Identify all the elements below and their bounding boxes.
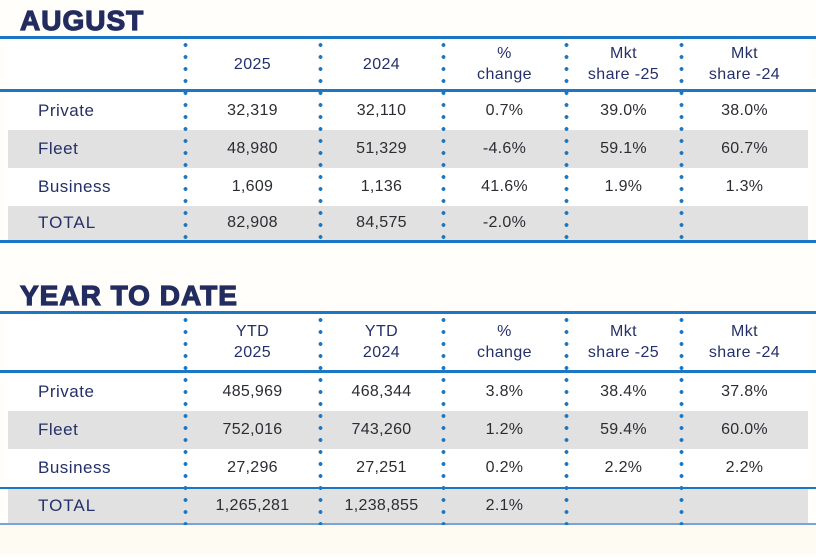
column-header-pct-change: % change bbox=[477, 323, 532, 361]
cell-ytd-2025: 1,265,281 bbox=[215, 497, 290, 514]
cell-pct-change: 2.1% bbox=[485, 497, 524, 514]
cell-2025: 1,609 bbox=[231, 178, 274, 195]
august-title: AUGUST bbox=[19, 4, 145, 36]
row-private: Private 32,319 32,110 0.7% 39.0% 38.0% bbox=[8, 92, 808, 130]
cell-mkt-share-24: 60.7% bbox=[721, 140, 768, 157]
cell-mkt-share-24 bbox=[681, 206, 808, 240]
cell-pct-change: 41.6% bbox=[481, 178, 528, 195]
section-gap bbox=[0, 243, 816, 275]
cell-mkt-share-25: 2.2% bbox=[604, 459, 643, 476]
year-to-date-title: YEAR TO DATE bbox=[19, 279, 238, 311]
table-bottom-rule bbox=[0, 523, 816, 525]
column-header-blank bbox=[8, 314, 185, 370]
cell-mkt-share-24: 1.3% bbox=[725, 178, 764, 195]
august-header-row: 2025 2024 % change Mkt share -25 Mkt sha… bbox=[8, 39, 808, 89]
row-business: Business 27,296 27,251 0.2% 2.2% 2.2% bbox=[8, 449, 808, 487]
row-private: Private 485,969 468,344 3.8% 38.4% 37.8% bbox=[8, 373, 808, 411]
cell-pct-change: 3.8% bbox=[485, 383, 524, 400]
august-table: 2025 2024 % change Mkt share -25 Mkt sha… bbox=[0, 36, 816, 243]
cell-ytd-2025: 485,969 bbox=[222, 383, 283, 400]
cell-2024: 1,136 bbox=[360, 178, 403, 195]
cell-pct-change: 0.2% bbox=[485, 459, 524, 476]
cell-ytd-2024: 468,344 bbox=[351, 383, 412, 400]
cell-pct-change: 0.7% bbox=[485, 102, 524, 119]
row-label: Private bbox=[38, 101, 95, 120]
row-total: TOTAL 82,908 84,575 -2.0% bbox=[8, 206, 808, 240]
column-header-2025: 2025 bbox=[233, 55, 272, 73]
cell-mkt-share-25 bbox=[566, 489, 681, 523]
cell-mkt-share-25: 1.9% bbox=[604, 178, 643, 195]
table-bottom-rule bbox=[0, 240, 816, 243]
cell-pct-change: -4.6% bbox=[482, 140, 527, 157]
cell-mkt-share-25: 39.0% bbox=[600, 102, 647, 119]
cell-mkt-share-24 bbox=[681, 489, 808, 523]
cell-2024: 32,110 bbox=[356, 102, 407, 119]
row-label: Business bbox=[38, 458, 111, 477]
column-header-blank bbox=[8, 39, 185, 89]
cell-ytd-2025: 752,016 bbox=[222, 421, 283, 438]
cell-mkt-share-25 bbox=[566, 206, 681, 240]
cell-2025: 82,908 bbox=[227, 214, 278, 231]
row-total: TOTAL 1,265,281 1,238,855 2.1% bbox=[8, 489, 808, 523]
bottom-margin bbox=[0, 525, 816, 554]
table-top-rule bbox=[0, 311, 816, 314]
column-header-pct-change: % change bbox=[477, 45, 532, 83]
cell-ytd-2024: 1,238,855 bbox=[344, 497, 419, 514]
row-label: TOTAL bbox=[38, 213, 97, 232]
row-label: Fleet bbox=[38, 139, 79, 158]
cell-2025: 48,980 bbox=[227, 140, 278, 157]
ytd-header-row: YTD 2025 YTD 2024 % change Mkt share -25… bbox=[8, 314, 808, 370]
cell-mkt-share-24: 2.2% bbox=[725, 459, 764, 476]
cell-2024: 51,329 bbox=[356, 140, 407, 157]
row-business: Business 1,609 1,136 41.6% 1.9% 1.3% bbox=[8, 168, 808, 206]
column-header-ytd-2025: YTD 2025 bbox=[233, 323, 272, 361]
header-bottom-rule bbox=[0, 370, 816, 373]
cell-mkt-share-24: 60.0% bbox=[721, 421, 768, 438]
cell-pct-change: 1.2% bbox=[485, 421, 524, 438]
row-label: TOTAL bbox=[38, 496, 97, 515]
row-label: Business bbox=[38, 177, 111, 196]
cell-pct-change: -2.0% bbox=[482, 214, 527, 231]
row-fleet: Fleet 752,016 743,260 1.2% 59.4% 60.0% bbox=[8, 411, 808, 449]
row-fleet: Fleet 48,980 51,329 -4.6% 59.1% 60.7% bbox=[8, 130, 808, 168]
table-top-rule bbox=[0, 36, 816, 39]
column-header-2024: 2024 bbox=[362, 55, 401, 73]
cell-mkt-share-25: 38.4% bbox=[600, 383, 647, 400]
cell-2024: 84,575 bbox=[356, 214, 407, 231]
header-bottom-rule bbox=[0, 89, 816, 92]
cell-mkt-share-24: 37.8% bbox=[721, 383, 768, 400]
pre-total-rule bbox=[0, 487, 816, 489]
column-header-mkt-share-25: Mkt share -25 bbox=[587, 45, 660, 83]
column-header-mkt-share-25: Mkt share -25 bbox=[587, 323, 660, 361]
row-label: Fleet bbox=[38, 420, 79, 439]
row-label: Private bbox=[38, 382, 95, 401]
cell-ytd-2025: 27,296 bbox=[227, 459, 278, 476]
column-header-ytd-2024: YTD 2024 bbox=[362, 323, 401, 361]
cell-ytd-2024: 27,251 bbox=[356, 459, 407, 476]
year-to-date-table: YTD 2025 YTD 2024 % change Mkt share -25… bbox=[0, 311, 816, 525]
cell-ytd-2024: 743,260 bbox=[351, 421, 412, 438]
column-header-mkt-share-24: Mkt share -24 bbox=[708, 45, 781, 83]
cell-mkt-share-25: 59.4% bbox=[600, 421, 647, 438]
cell-mkt-share-24: 38.0% bbox=[721, 102, 768, 119]
cell-mkt-share-25: 59.1% bbox=[600, 140, 647, 157]
cell-2025: 32,319 bbox=[227, 102, 278, 119]
column-header-mkt-share-24: Mkt share -24 bbox=[708, 323, 781, 361]
